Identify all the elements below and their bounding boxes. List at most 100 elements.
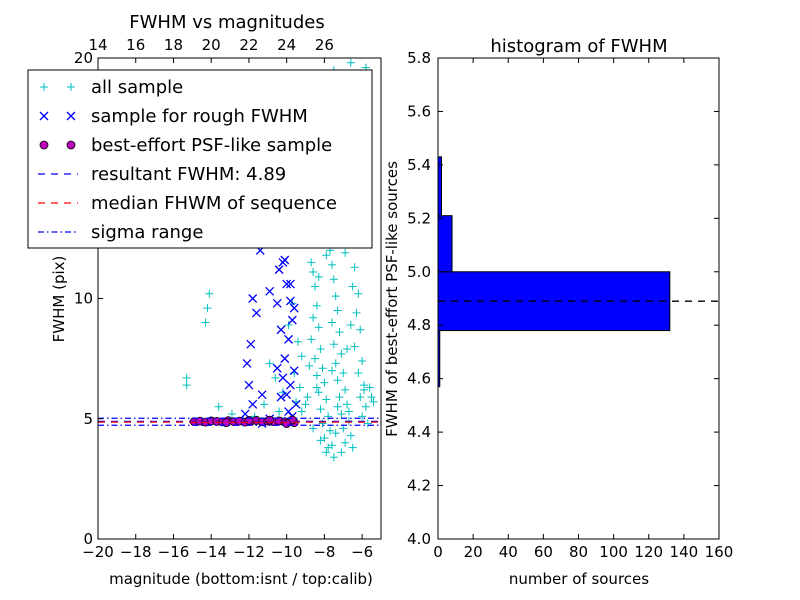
rough-fwhm-sample-point [274,265,284,275]
legend-label: sample for rough FWHM [91,106,308,127]
left-y-axis-label: FWHM (pix) [50,256,68,343]
all-sample-point [182,373,191,382]
all-sample-point [316,436,325,445]
left-x-axis-label: magnitude (bottom:isnt / top:calib) [109,570,373,588]
right-y-tick-label: 5.4 [407,156,431,174]
legend-entry: best-effort PSF-like sample [39,135,332,156]
left-reference-lines [98,417,381,426]
right-y-axis-label: FWHM of best-effort PSF-like sources [383,161,401,437]
all-sample-point [303,393,312,402]
right-y-tick-label: 5.6 [407,102,431,120]
rough-fwhm-sample-point [282,390,292,400]
all-sample-point [356,393,365,402]
all-sample-point [329,340,338,349]
all-sample-point [297,352,306,361]
rough-fwhm-sample-point [246,339,256,349]
rough-fwhm-sample-point [252,308,261,318]
all-sample-point [305,361,314,370]
all-sample-point [271,373,280,382]
left-y-tick-label: 10 [74,290,93,308]
all-sample-point [356,325,365,334]
all-sample-point [346,320,355,329]
left-top-tick-label: 22 [239,36,258,54]
right-axes: 0 20 40 60 80 100 120 140 160 4.0 4.2 4.4 4.6 4.8 5.0 5… [407,49,733,561]
right-x-tick-label: 60 [534,543,553,561]
all-sample-point [329,453,338,462]
all-sample-point [322,448,331,457]
left-x-tick-label: −12 [233,543,265,561]
all-sample-point [297,407,306,416]
all-sample-point [201,318,210,327]
all-sample-point [329,275,338,284]
all-sample-point [312,371,321,380]
all-sample-point [309,424,318,433]
all-sample-point [316,345,325,354]
all-sample-point [358,412,367,421]
rough-fwhm-sample-point [272,363,282,373]
rough-fwhm-sample-point [272,298,282,308]
right-y-tick-label: 5.8 [407,49,431,67]
all-sample-point [363,419,372,428]
all-sample-point [367,393,376,402]
all-sample-point [339,369,348,378]
all-sample-point [335,328,344,337]
right-y-tick-label: 4.8 [407,316,431,334]
right-x-tick-label: 160 [705,543,734,561]
all-sample-point [310,282,319,291]
histogram-bar [437,271,671,332]
left-top-tick-label: 18 [164,36,183,54]
legend-label: all sample [91,77,183,98]
all-sample-point [314,388,323,397]
all-sample-point [314,272,323,281]
rough-fwhm-sample-point [248,294,258,303]
left-top-tick-label: 14 [88,36,107,54]
all-sample-point [333,376,342,385]
legend-label: median FHWM of sequence [91,193,337,214]
all-sample-point [275,407,284,416]
left-x-tick-label: −16 [158,543,190,561]
legend-plus-marker [67,83,75,91]
all-sample-point [322,395,331,404]
right-x-tick-label: 80 [569,543,588,561]
all-sample-point [348,282,357,291]
histogram-bar [437,215,453,273]
right-x-tick-label: 20 [464,543,483,561]
all-sample-point [331,359,340,368]
right-chart-title: histogram of FWHM [490,36,667,57]
right-y-tick-label: 4.6 [407,370,431,388]
legend-circle-marker [66,140,76,150]
right-x-tick-label: 120 [634,543,663,561]
all-sample-point [346,58,355,67]
left-top-tick-label: 20 [202,36,221,54]
right-y-tick-label: 4.0 [407,530,431,548]
right-x-tick-label: 0 [433,543,443,561]
legend-entry: resultant FWHM: 4.89 [38,164,286,185]
left-x-tick-label: −14 [195,543,227,561]
all-sample-point [307,258,316,267]
rough-fwhm-sample-point [278,373,288,383]
all-sample-point [327,260,336,269]
left-x-tick-label: −10 [271,543,303,561]
rough-fwhm-sample-point [285,380,295,390]
right-y-tick-label: 4.4 [407,423,431,441]
all-sample-point [341,248,350,257]
all-sample-point [350,342,359,351]
all-sample-point [346,431,355,440]
all-sample-point [327,318,336,327]
all-sample-point [265,359,274,368]
all-sample-point [326,426,335,435]
all-sample-point [352,308,361,317]
all-sample-point [260,400,269,409]
all-sample-point [354,289,363,298]
left-x-tick-label: −20 [82,543,114,561]
all-sample-point [318,364,327,373]
all-sample-point [344,407,353,416]
legend: all sample sample for rough FWHM best-effo… [27,69,373,249]
legend-x-marker [66,111,76,121]
legend-box [27,69,373,249]
all-sample-point [365,383,374,392]
all-sample-point [337,409,346,418]
rough-fwhm-sample-point [289,303,299,313]
